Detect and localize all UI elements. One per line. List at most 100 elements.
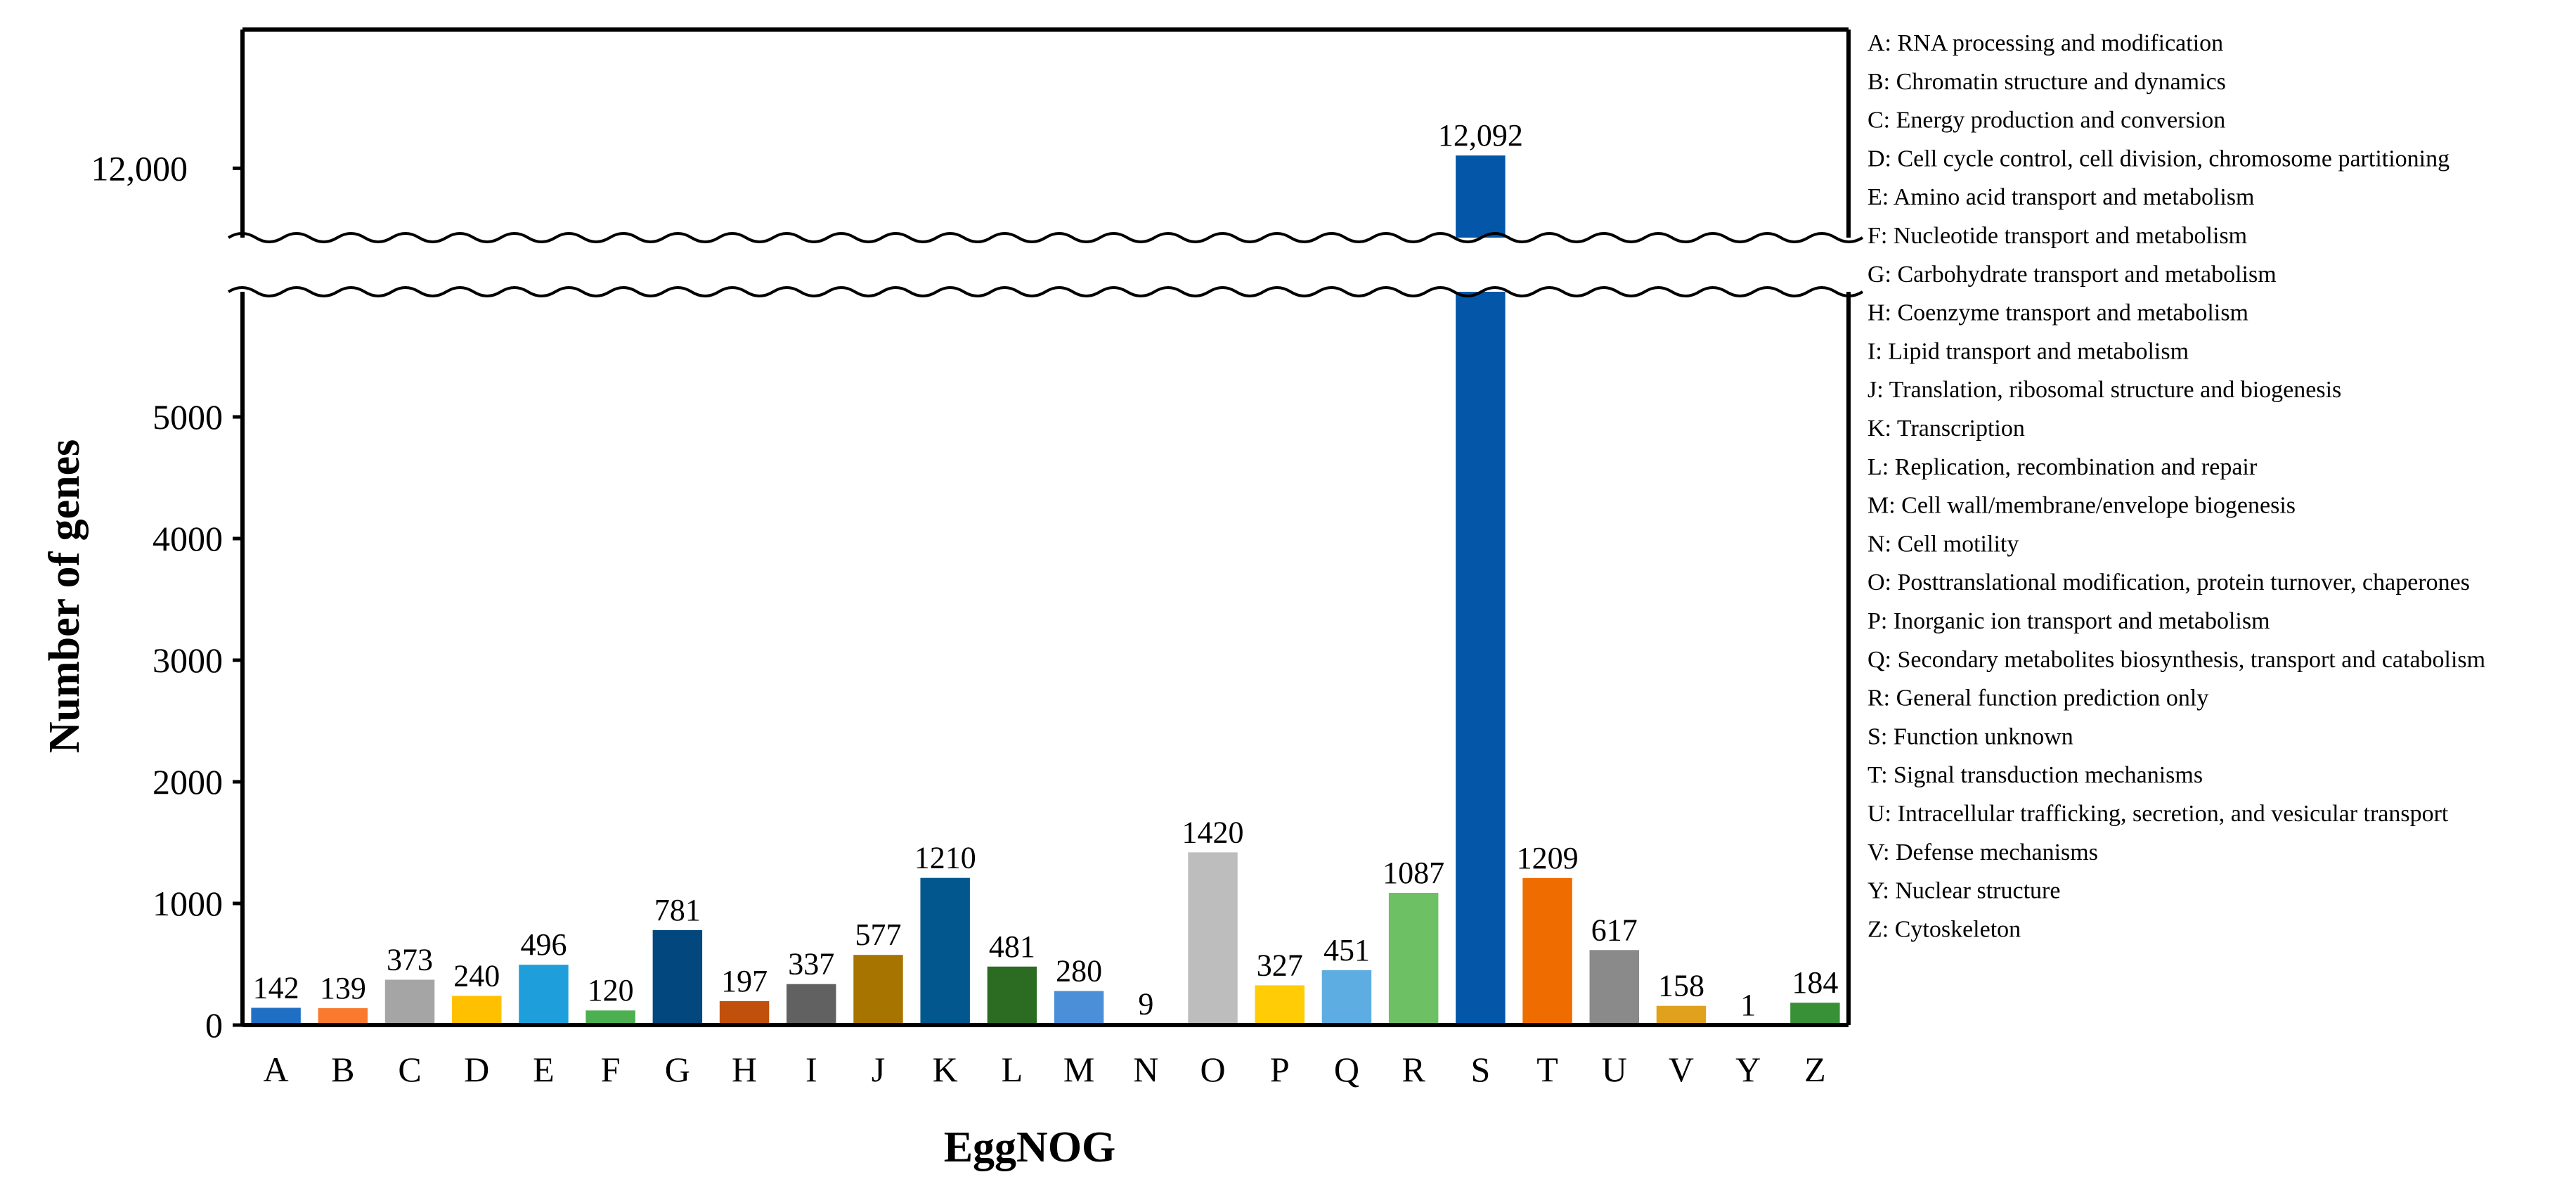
value-label-S: 12,092 [1438,118,1523,153]
value-label-E: 496 [520,927,567,962]
category-label-Y: Y [1735,1050,1761,1089]
bar-E [519,965,569,1025]
value-label-R: 1087 [1383,856,1444,890]
axis-break-line-upper [227,232,1864,243]
legend: A: RNA processing and modification B: Chr… [1868,30,2485,942]
bar-T [1522,877,1572,1025]
bar-M [1054,991,1104,1025]
bar-Z [1790,1003,1840,1025]
legend-item-C: C: Energy production and conversion [1868,108,2225,134]
value-label-L: 481 [989,929,1035,964]
value-label-H: 197 [721,964,768,998]
legend-item-N: N: Cell motility [1868,531,2019,557]
bar-H [719,1000,770,1025]
legend-item-J: J: Translation, ribosomal structure and … [1868,377,2341,403]
category-label-F: F [601,1050,621,1089]
legend-item-E: E: Amino acid transport and metabolism [1868,184,2255,210]
bar-Q [1321,970,1372,1025]
axis-break-gap [227,238,1864,292]
axis-break-group [227,232,1864,297]
category-label-E: E [533,1050,555,1089]
legend-item-F: F: Nucleotide transport and metabolism [1868,223,2247,249]
legend-item-R: R: General function prediction only [1868,685,2208,712]
category-label-Q: Q [1334,1050,1359,1089]
legend-item-P: P: Inorganic ion transport and metabolis… [1868,608,2270,634]
value-label-A: 142 [253,970,299,1005]
value-label-G: 781 [654,893,701,927]
category-label-D: D [464,1050,489,1089]
legend-item-Q: Q: Secondary metabolites biosynthesis, t… [1868,647,2485,673]
y-tick-label: 0 [205,1005,223,1045]
x-axis-title: EggNOG [944,1124,1116,1171]
legend-item-U: U: Intracellular trafficking, secretion,… [1868,801,2449,827]
legend-item-S: S: Function unknown [1868,723,2073,749]
value-label-B: 139 [320,971,366,1005]
legend-item-A: A: RNA processing and modification [1868,30,2223,56]
value-label-K: 1210 [914,841,976,875]
bar-V [1656,1005,1707,1025]
category-label-P: P [1270,1050,1290,1089]
category-label-B: B [331,1050,354,1089]
legend-item-G: G: Carbohydrate transport and metabolism [1868,262,2277,288]
y-tick-label: 12,000 [91,148,188,188]
value-label-P: 327 [1257,948,1303,982]
legend-item-H: H: Coenzyme transport and metabolism [1868,300,2248,326]
bar-I [787,984,836,1025]
value-label-Z: 184 [1792,965,1838,1000]
value-label-Q: 451 [1323,933,1370,967]
category-label-O: O [1200,1050,1225,1089]
bars-group [251,155,1840,1026]
category-label-I: I [805,1050,817,1089]
bar-G [652,929,703,1025]
category-label-R: R [1402,1050,1425,1089]
category-label-K: K [933,1050,958,1089]
bar-J [853,955,903,1025]
bar-K [920,877,970,1025]
value-label-J: 577 [855,918,901,952]
y-tick-label: 4000 [153,519,223,558]
category-label-M: M [1063,1050,1094,1089]
value-label-M: 280 [1056,954,1102,989]
category-label-J: J [872,1050,885,1089]
labels-group: 142 A 139 B 373 C 240 D 496 E 120 F 781 G 197 H 337 I 577 J… [253,118,1839,1089]
category-label-H: H [732,1050,757,1089]
bar-S [1456,155,1506,1025]
value-label-O: 1420 [1182,815,1244,849]
legend-item-O: O: Posttranslational modification, prote… [1868,569,2470,596]
bar-L [987,966,1037,1025]
bar-U [1589,950,1639,1025]
category-label-A: A [264,1050,289,1089]
value-label-N: 9 [1138,986,1153,1021]
category-label-C: C [398,1050,421,1089]
bar-O [1188,852,1238,1025]
axes-group: 0 1000 2000 3000 4000 5000 12,000 [91,27,1851,1045]
legend-item-K: K: Transcription [1868,416,2025,442]
legend-item-L: L: Replication, recombination and repair [1868,454,2258,480]
legend-item-B: B: Chromatin structure and dynamics [1868,69,2226,95]
bar-B [318,1007,368,1025]
legend-item-Y: Y: Nuclear structure [1868,878,2060,904]
y-tick-label: 5000 [153,397,223,437]
y-tick-label: 2000 [153,762,223,801]
value-label-F: 120 [588,973,634,1007]
category-label-L: L [1002,1050,1023,1089]
legend-item-Z: Z: Cytoskeleton [1868,916,2021,942]
bar-A [251,1007,301,1025]
legend-item-D: D: Cell cycle control, cell division, ch… [1868,146,2449,172]
legend-item-M: M: Cell wall/membrane/envelope biogenesi… [1868,493,2296,519]
y-tick-label: 3000 [153,640,223,680]
category-label-V: V [1669,1050,1694,1089]
legend-item-V: V: Defense mechanisms [1868,839,2098,865]
category-label-T: T [1536,1050,1558,1089]
bar-P [1255,985,1305,1025]
y-tick-label: 1000 [153,884,223,923]
category-label-S: S [1470,1050,1490,1089]
value-label-C: 373 [387,942,433,977]
bar-R [1388,892,1439,1025]
bar-D [452,996,502,1025]
value-label-T: 1209 [1517,841,1579,875]
value-label-I: 337 [788,947,834,981]
value-label-Y: 1 [1740,988,1756,1022]
